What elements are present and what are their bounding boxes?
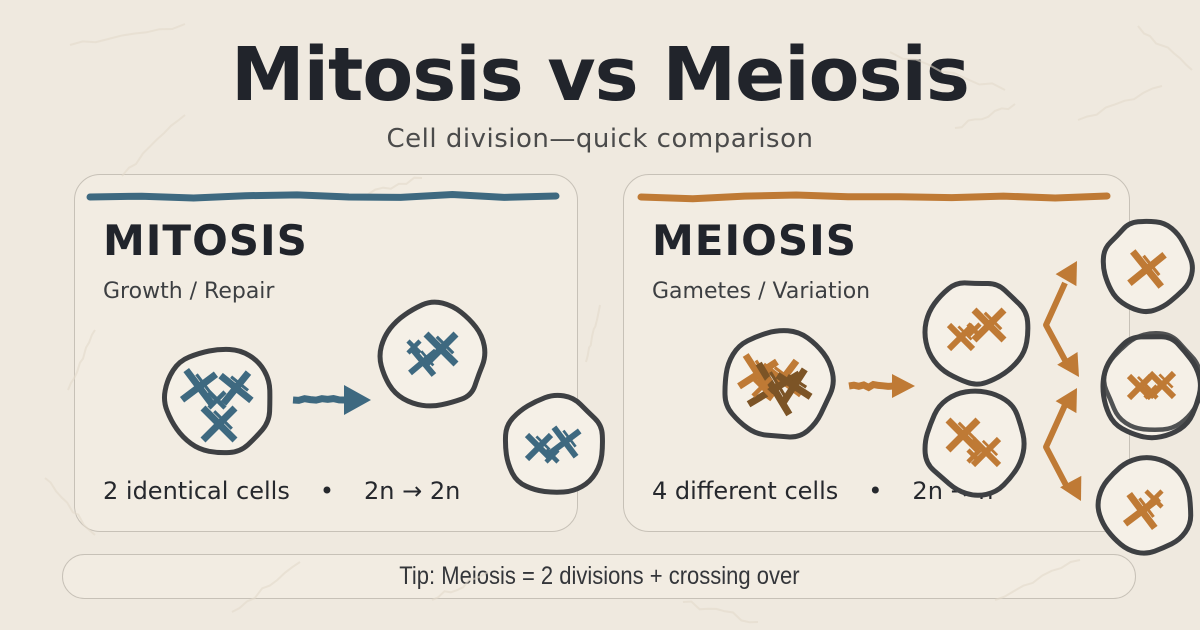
tip-text: Tip: Meiosis = 2 divisions + crossing ov… — [398, 562, 800, 590]
meiosis-summary-row: 4 different cells • 2n → n — [652, 477, 993, 505]
mitosis-ploidy-label: 2n → 2n — [364, 477, 461, 505]
bullet-separator: • — [868, 477, 883, 505]
meiosis-card: MEIOSIS Gametes / Variation 4 different … — [623, 174, 1130, 532]
mitosis-summary-row: 2 identical cells • 2n → 2n — [103, 477, 460, 505]
meiosis-card-subtitle: Gametes / Variation — [652, 279, 871, 304]
page-title: Mitosis vs Meiosis — [231, 32, 970, 118]
tip-bar: Tip: Meiosis = 2 divisions + crossing ov… — [62, 554, 1136, 599]
mitosis-card-subtitle: Growth / Repair — [103, 279, 275, 304]
meiosis-ploidy-label: 2n → n — [912, 477, 994, 505]
meiosis-result-label: 4 different cells — [652, 477, 839, 505]
page-subtitle: Cell division—quick comparison — [386, 124, 814, 154]
mitosis-card-title: MITOSIS — [103, 216, 308, 265]
mitosis-card: MITOSIS Growth / Repair 2 identical cell… — [74, 174, 578, 532]
meiosis-card-title: MEIOSIS — [652, 216, 857, 265]
header: Mitosis vs Meiosis Cell division—quick c… — [0, 0, 1200, 154]
bullet-separator: • — [319, 477, 335, 505]
mitosis-result-label: 2 identical cells — [103, 477, 290, 505]
